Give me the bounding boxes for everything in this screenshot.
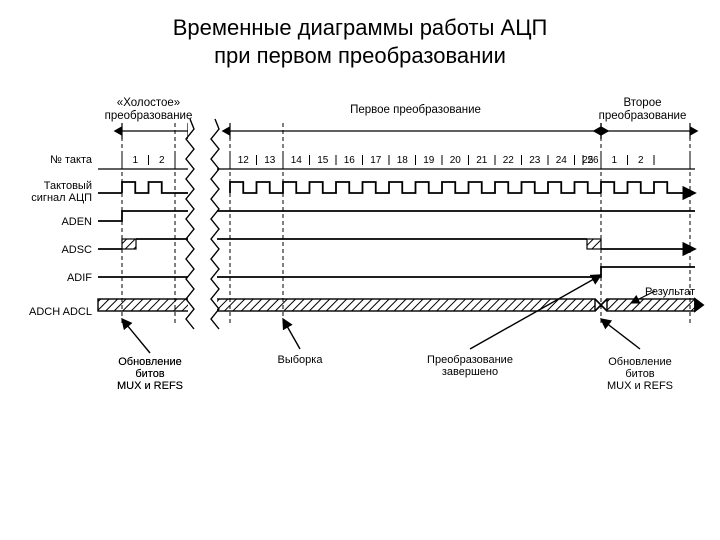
svg-text:MUX и REFS: MUX и REFS: [607, 380, 673, 392]
svg-text:1: 1: [132, 155, 138, 166]
svg-text:24: 24: [556, 155, 568, 166]
svg-text:преобразование: преобразование: [105, 110, 193, 122]
svg-text:Обновление: Обновление: [608, 356, 672, 368]
svg-text:2: 2: [638, 155, 644, 166]
svg-text:битов: битов: [625, 368, 654, 380]
svg-text:Выборка: Выборка: [278, 354, 324, 366]
svg-text:13: 13: [264, 155, 276, 166]
svg-text:завершено: завершено: [442, 366, 498, 378]
svg-text:2: 2: [159, 155, 165, 166]
svg-text:1: 1: [611, 155, 617, 166]
svg-text:ADIF: ADIF: [67, 272, 92, 284]
svg-text:Второе: Второе: [623, 97, 661, 109]
svg-text:ADEN: ADEN: [61, 216, 92, 228]
svg-text:MUX и REFS: MUX и REFS: [117, 380, 183, 392]
svg-text:23: 23: [529, 155, 541, 166]
svg-text:ADCH ADCL: ADCH ADCL: [29, 306, 92, 318]
svg-text:№ такта: № такта: [50, 154, 93, 166]
svg-text:19: 19: [423, 155, 435, 166]
svg-text:«Холостое»: «Холостое»: [117, 97, 180, 109]
page-title: Временные диаграммы работы АЦП при перво…: [0, 0, 720, 69]
svg-text:Тактовый: Тактовый: [44, 180, 92, 192]
svg-text:12: 12: [238, 155, 250, 166]
svg-text:ADSC: ADSC: [61, 244, 92, 256]
svg-text:21: 21: [476, 155, 488, 166]
svg-text:26: 26: [587, 155, 599, 166]
title-line-1: Временные диаграммы работы АЦП: [0, 14, 720, 42]
svg-text:17: 17: [370, 155, 382, 166]
svg-text:Обновление: Обновление: [118, 356, 182, 368]
svg-text:преобразование: преобразование: [599, 110, 687, 122]
svg-text:20: 20: [450, 155, 462, 166]
title-line-2: при первом преобразовании: [0, 42, 720, 70]
svg-text:сигнал АЦП: сигнал АЦП: [31, 192, 92, 204]
svg-text:22: 22: [503, 155, 515, 166]
svg-text:14: 14: [291, 155, 303, 166]
svg-text:16: 16: [344, 155, 356, 166]
svg-text:Первое преобразование: Первое преобразование: [350, 104, 481, 116]
svg-text:15: 15: [317, 155, 329, 166]
svg-text:битов: битов: [135, 368, 164, 380]
svg-text:Преобразование: Преобразование: [427, 354, 513, 366]
timing-diagram: «Холостое»преобразованиеПервое преобразо…: [0, 85, 720, 480]
svg-text:18: 18: [397, 155, 409, 166]
